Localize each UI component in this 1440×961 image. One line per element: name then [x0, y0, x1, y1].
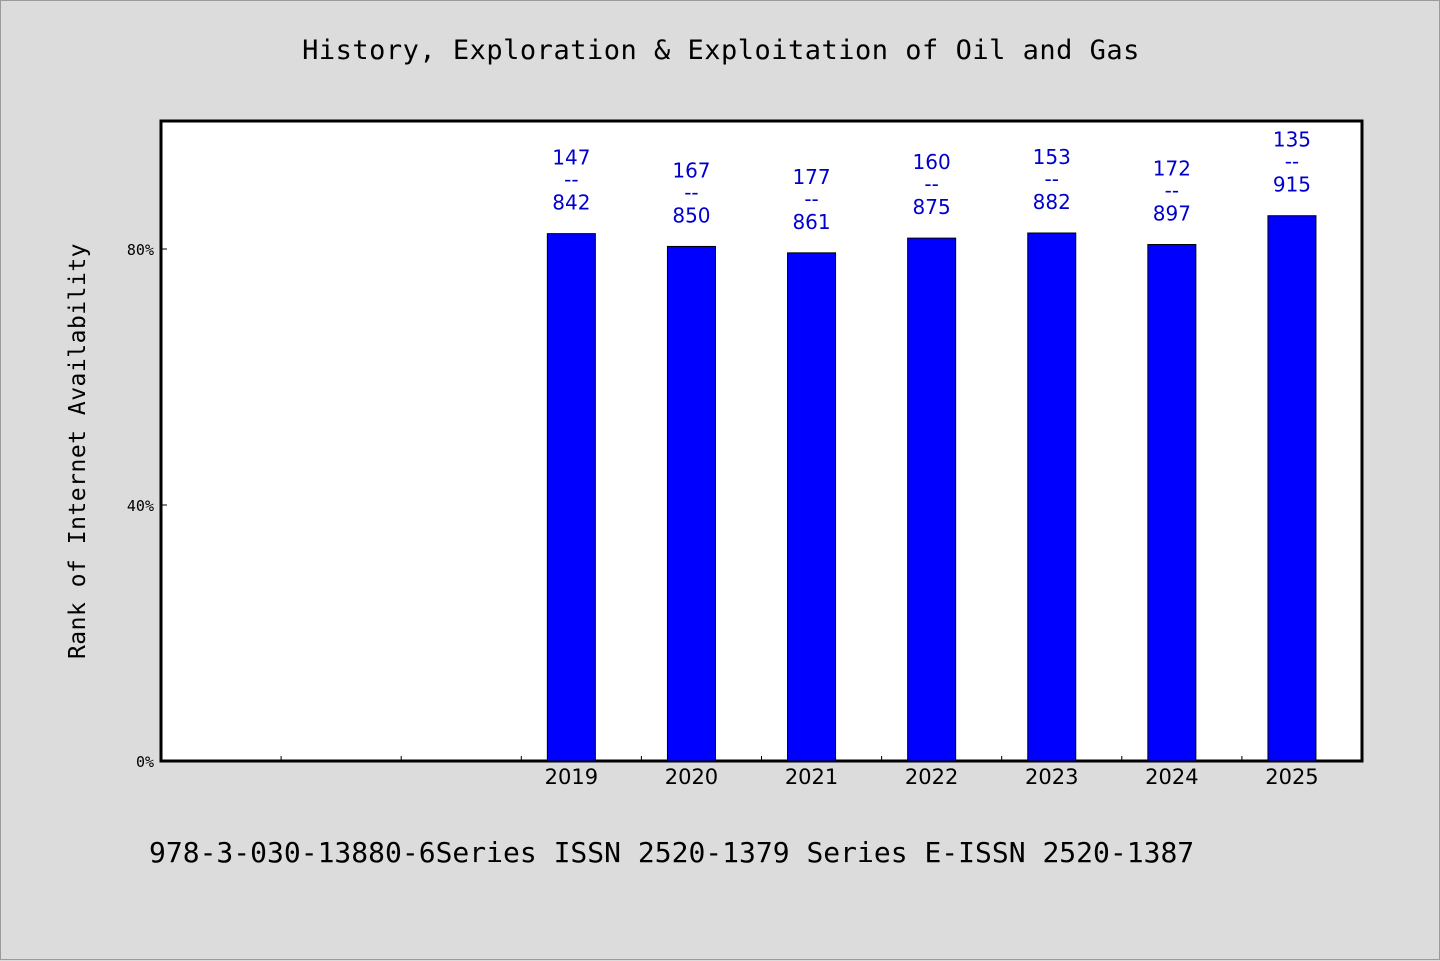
data-labels-layer: 147--842167--850177--861160--875153--882…	[552, 128, 1311, 234]
data-label-bottom-2025: 915	[1273, 173, 1311, 197]
data-label-top-2020: 167	[672, 158, 710, 182]
data-label-bottom-2024: 897	[1153, 202, 1191, 226]
data-label-sep-2019: --	[564, 168, 578, 192]
data-label-sep-2024: --	[1165, 179, 1179, 203]
bar-2025	[1267, 215, 1317, 762]
data-label-top-2022: 160	[913, 150, 951, 174]
data-label-top-2024: 172	[1153, 157, 1191, 181]
data-label-bottom-2019: 842	[552, 191, 590, 215]
data-label-top-2019: 147	[552, 146, 590, 170]
x-tick-label-2025: 2025	[1265, 765, 1318, 789]
bar-2020	[666, 245, 716, 762]
data-label-sep-2021: --	[804, 187, 818, 211]
data-label-bottom-2020: 850	[672, 203, 710, 227]
x-tick-label-2024: 2024	[1145, 765, 1198, 789]
x-tick-label-2021: 2021	[785, 765, 838, 789]
bar-2023	[1027, 232, 1077, 762]
x-axis: 2019 2020 2021 2022 2023 2024 2025	[280, 756, 1319, 789]
data-label-sep-2022: --	[924, 172, 938, 196]
bars-layer	[546, 215, 1317, 762]
footer-isbn-issn: 978-3-030-13880-6Series ISSN 2520-1379 S…	[149, 836, 1195, 869]
x-tick-label-2019: 2019	[545, 765, 598, 789]
y-tick-label-80: 80%	[127, 241, 154, 259]
data-label-top-2025: 135	[1273, 128, 1311, 152]
data-label-bottom-2022: 875	[913, 195, 951, 219]
data-label-top-2023: 153	[1033, 145, 1071, 169]
bar-2024	[1147, 244, 1197, 762]
bar-2022	[907, 237, 957, 762]
data-label-top-2021: 177	[792, 165, 830, 189]
data-label-sep-2025: --	[1285, 150, 1299, 174]
data-label-sep-2023: --	[1045, 167, 1059, 191]
y-tick-label-40: 40%	[127, 497, 154, 515]
data-label-sep-2020: --	[684, 180, 698, 204]
x-tick-label-2020: 2020	[665, 765, 718, 789]
data-label-bottom-2021: 861	[792, 210, 830, 234]
bar-2021	[787, 252, 837, 762]
chart-title: History, Exploration & Exploitation of O…	[302, 35, 1140, 66]
y-axis: 0% 40% 80%	[127, 241, 167, 771]
data-label-bottom-2023: 882	[1033, 190, 1071, 214]
y-tick-label-0: 0%	[136, 753, 154, 771]
x-tick-label-2023: 2023	[1025, 765, 1078, 789]
x-tick-label-2022: 2022	[905, 765, 958, 789]
bar-2019	[546, 233, 596, 762]
